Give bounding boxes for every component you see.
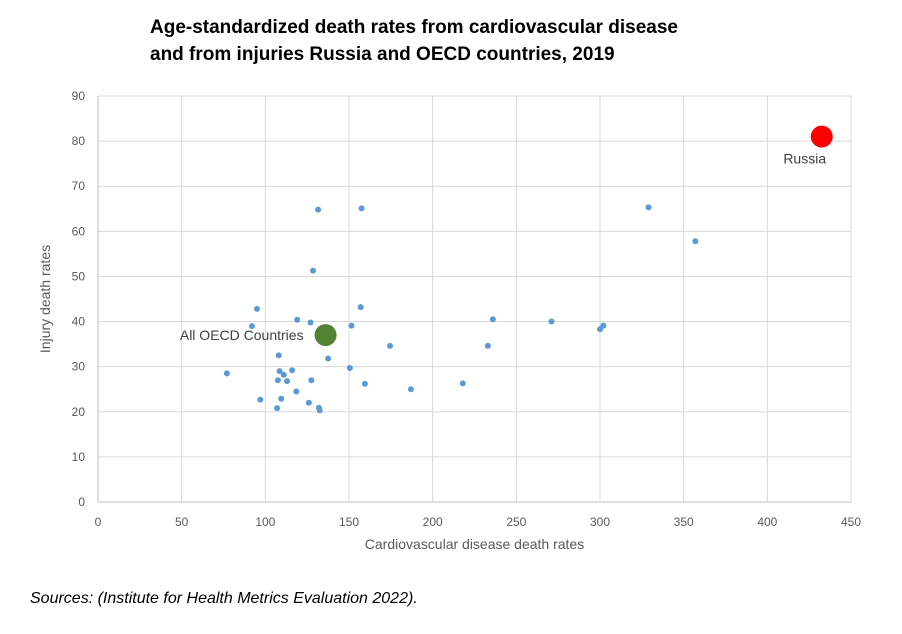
x-tick-label: 50 [175, 515, 189, 529]
country-point [407, 386, 414, 393]
country-point [484, 342, 491, 349]
x-tick-label: 0 [95, 515, 102, 529]
x-axis-title: Cardiovascular disease death rates [365, 536, 584, 552]
x-tick-label: 250 [506, 515, 526, 529]
country-point [274, 377, 281, 384]
country-point [278, 395, 285, 402]
country-point [294, 316, 301, 323]
country-point [358, 205, 365, 212]
x-tick-label: 300 [590, 515, 610, 529]
country-point [357, 304, 364, 311]
x-tick-label: 450 [841, 515, 861, 529]
x-tick-label: 100 [255, 515, 275, 529]
country-point [308, 377, 315, 384]
source-note: Sources: (Institute for Health Metrics E… [30, 590, 418, 607]
highlight-point [314, 324, 337, 347]
y-tick-label: 50 [72, 269, 86, 283]
country-point [645, 204, 652, 211]
country-point [280, 371, 287, 378]
country-point [489, 316, 496, 323]
x-tick-label: 350 [674, 515, 694, 529]
highlight-points: All OECD Countries Russia [180, 125, 833, 347]
chart-title-line-1: Age-standardized death rates from cardio… [150, 17, 678, 38]
country-point [289, 367, 296, 374]
y-tick-label: 20 [72, 405, 86, 419]
y-tick-label: 30 [72, 360, 86, 374]
y-axis-title: Injury death rates [37, 245, 53, 353]
country-point [310, 267, 317, 274]
country-point [386, 342, 393, 349]
country-point [346, 365, 353, 372]
country-point [274, 405, 281, 412]
y-tick-label: 70 [72, 179, 86, 193]
chart-title-line-2: and from injuries Russia and OECD countr… [150, 44, 615, 65]
y-tick-label: 0 [78, 495, 85, 509]
highlight-label: Russia [783, 151, 826, 167]
country-point [459, 380, 466, 387]
y-axis-ticks: 0 10 20 30 40 50 60 70 80 90 [72, 89, 86, 509]
country-point [307, 319, 314, 326]
data-points [223, 204, 699, 414]
country-point [284, 378, 291, 385]
country-point [253, 305, 260, 312]
country-point [257, 396, 264, 403]
country-point [361, 380, 368, 387]
country-point [293, 388, 300, 395]
highlight-point [810, 125, 833, 148]
scatter-chart: 0 10 20 30 40 50 60 70 80 90 0 50 100 150 200 250 300 35… [37, 89, 862, 552]
highlight-label: All OECD Countries [180, 327, 304, 343]
x-tick-label: 150 [339, 515, 359, 529]
y-tick-label: 80 [72, 134, 86, 148]
x-tick-label: 400 [757, 515, 777, 529]
country-point [223, 370, 230, 377]
country-point [548, 318, 555, 325]
country-point [315, 206, 322, 213]
y-tick-label: 90 [72, 89, 86, 103]
country-point [692, 238, 699, 245]
y-tick-label: 60 [72, 224, 86, 238]
country-point [316, 407, 323, 414]
country-point [600, 322, 607, 329]
y-tick-label: 40 [72, 315, 86, 329]
chart-title: Age-standardized death rates from cardio… [150, 14, 770, 68]
y-tick-label: 10 [72, 450, 86, 464]
x-tick-label: 200 [423, 515, 443, 529]
country-point [275, 352, 282, 359]
country-point [305, 399, 312, 406]
country-point [276, 368, 283, 375]
x-axis-ticks: 0 50 100 150 200 250 300 350 400 450 [95, 515, 862, 529]
grid-lines [97, 95, 852, 503]
country-point [325, 355, 332, 362]
country-point [348, 322, 355, 329]
country-point [248, 323, 255, 330]
